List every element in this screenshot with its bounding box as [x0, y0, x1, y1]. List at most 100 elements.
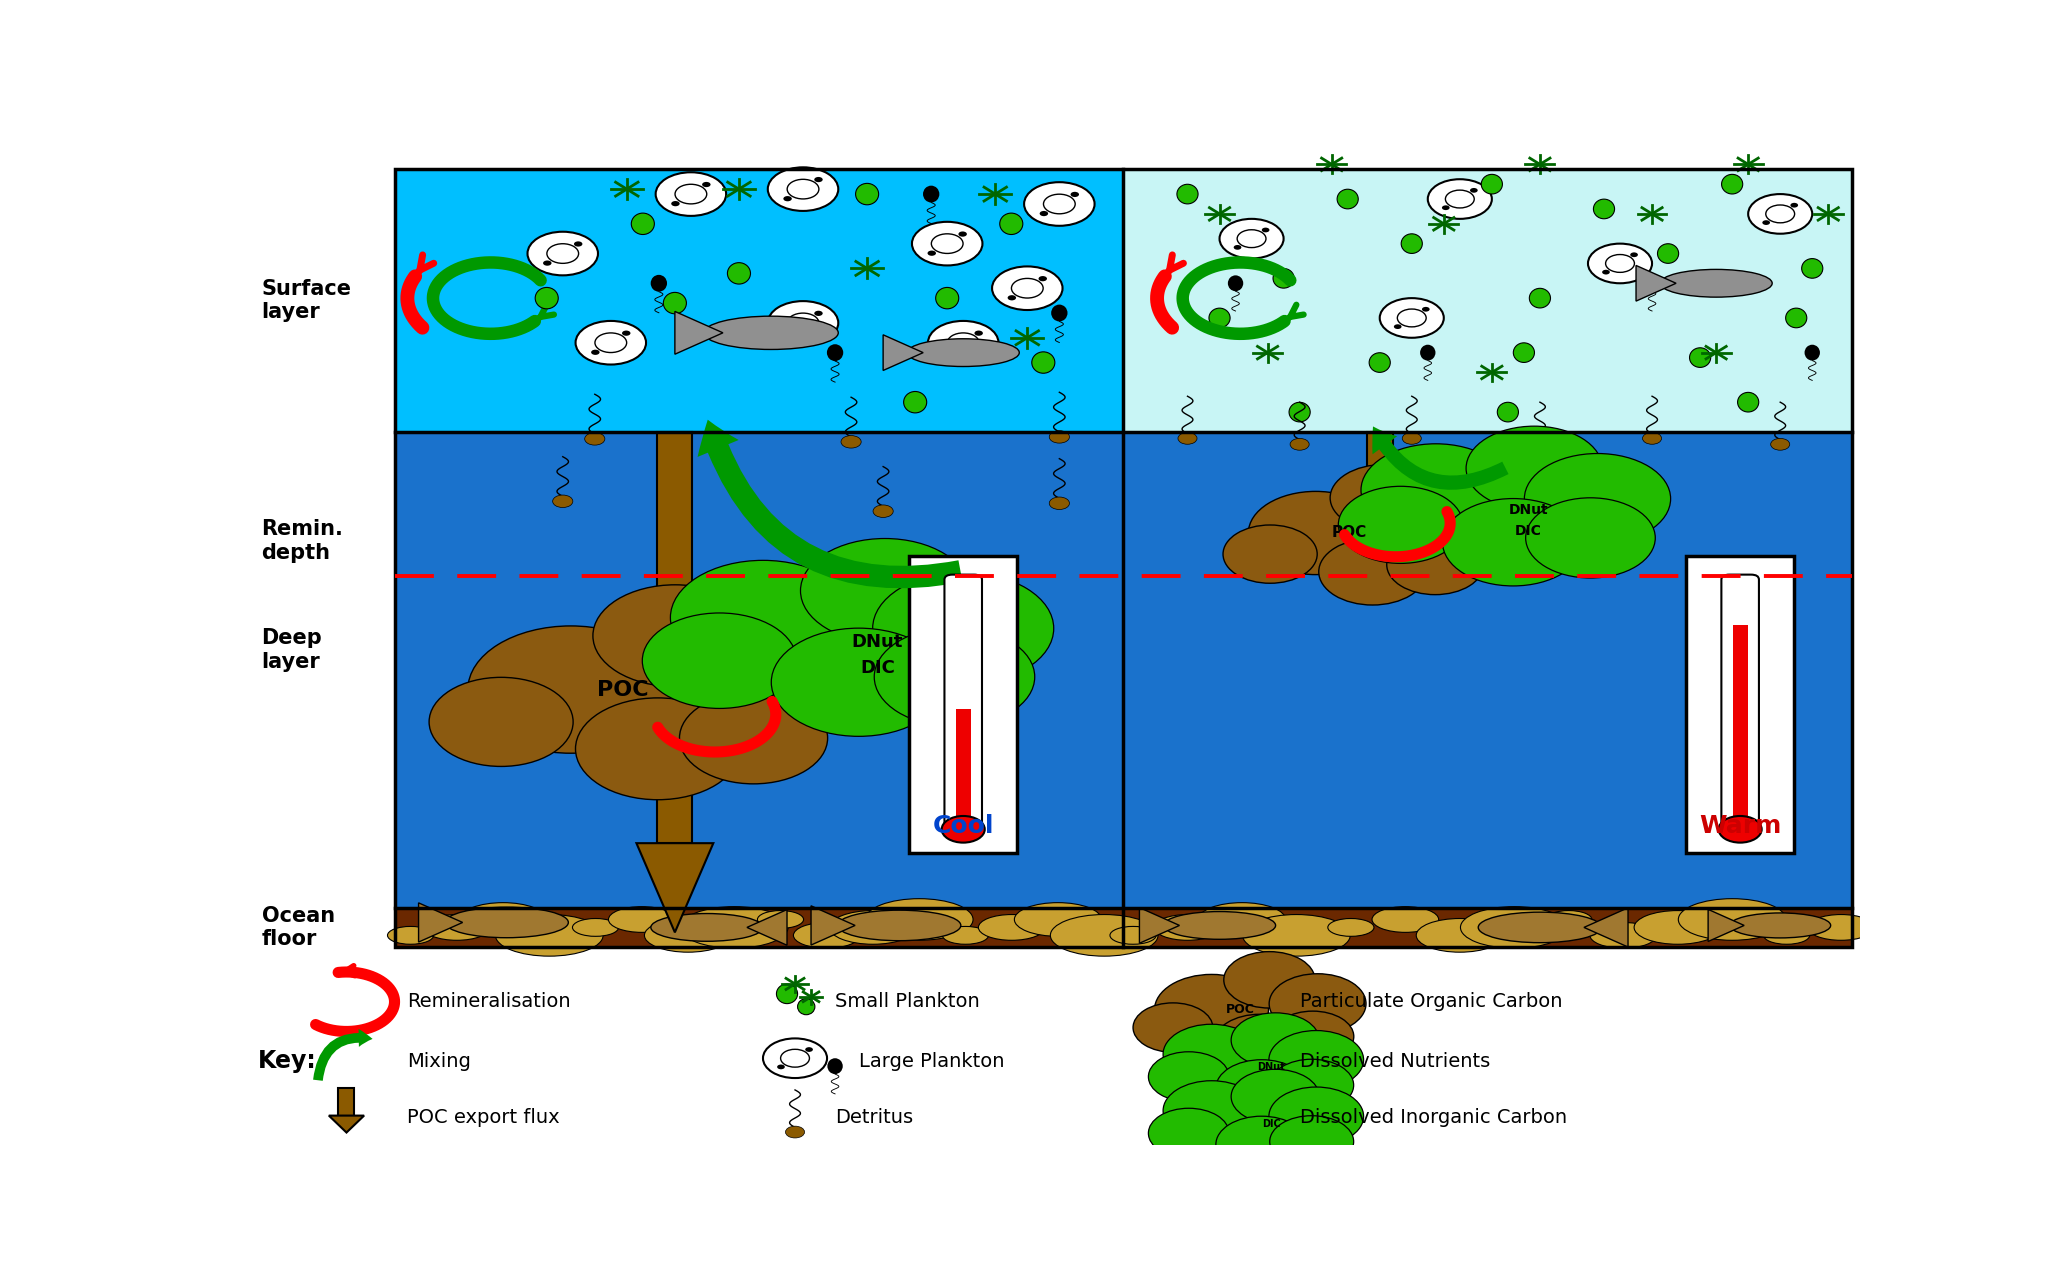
Circle shape	[1224, 951, 1315, 1008]
Circle shape	[1178, 432, 1197, 444]
Bar	[1732, 624, 1749, 829]
Ellipse shape	[866, 898, 974, 941]
Ellipse shape	[387, 927, 434, 945]
FancyBboxPatch shape	[395, 170, 1124, 432]
Ellipse shape	[1635, 911, 1722, 945]
Circle shape	[1790, 203, 1798, 207]
Polygon shape	[1352, 508, 1408, 556]
FancyArrowPatch shape	[697, 420, 963, 588]
Ellipse shape	[608, 906, 676, 932]
Text: POC: POC	[597, 680, 649, 700]
Circle shape	[912, 221, 982, 265]
Ellipse shape	[645, 919, 732, 952]
Circle shape	[1269, 1088, 1364, 1145]
Ellipse shape	[1337, 189, 1358, 208]
Ellipse shape	[1209, 308, 1230, 328]
Ellipse shape	[728, 263, 750, 284]
FancyBboxPatch shape	[1124, 170, 1852, 432]
Circle shape	[643, 613, 796, 708]
Ellipse shape	[1228, 275, 1242, 291]
Ellipse shape	[924, 185, 938, 202]
Ellipse shape	[1763, 927, 1811, 945]
Ellipse shape	[943, 927, 988, 945]
Ellipse shape	[1372, 906, 1439, 932]
Circle shape	[767, 301, 839, 345]
Circle shape	[593, 584, 757, 687]
Bar	[657, 432, 692, 843]
Polygon shape	[418, 903, 463, 942]
Circle shape	[1215, 1116, 1306, 1172]
Ellipse shape	[856, 183, 878, 205]
Text: Key:: Key:	[258, 1049, 316, 1073]
Circle shape	[1269, 1116, 1354, 1167]
Ellipse shape	[907, 338, 1019, 367]
Circle shape	[1023, 183, 1096, 225]
Ellipse shape	[1242, 915, 1350, 956]
Circle shape	[974, 331, 984, 336]
Ellipse shape	[936, 287, 959, 309]
Ellipse shape	[496, 915, 604, 956]
Circle shape	[1224, 525, 1317, 583]
Ellipse shape	[1416, 919, 1503, 952]
Ellipse shape	[1482, 174, 1503, 194]
Circle shape	[959, 232, 967, 237]
Ellipse shape	[1590, 923, 1656, 949]
Circle shape	[1763, 220, 1769, 225]
Ellipse shape	[1401, 234, 1422, 254]
Ellipse shape	[978, 915, 1046, 941]
Text: Particulate Organic Carbon: Particulate Organic Carbon	[1300, 992, 1563, 1012]
Circle shape	[777, 1064, 785, 1069]
Circle shape	[1401, 432, 1422, 444]
Circle shape	[703, 181, 711, 187]
Circle shape	[1248, 492, 1383, 574]
Ellipse shape	[903, 391, 926, 413]
Ellipse shape	[1164, 911, 1275, 940]
Polygon shape	[1583, 907, 1629, 947]
Circle shape	[1587, 243, 1652, 283]
Ellipse shape	[1658, 243, 1678, 264]
Circle shape	[1038, 275, 1048, 282]
FancyBboxPatch shape	[945, 574, 982, 834]
Ellipse shape	[1786, 308, 1807, 328]
Polygon shape	[637, 843, 713, 932]
Polygon shape	[1635, 265, 1676, 301]
Circle shape	[992, 266, 1062, 310]
Circle shape	[1149, 1051, 1230, 1102]
Ellipse shape	[1546, 911, 1592, 928]
Circle shape	[544, 260, 552, 265]
Circle shape	[1631, 252, 1637, 257]
Circle shape	[785, 1126, 804, 1138]
Circle shape	[1523, 453, 1670, 544]
Ellipse shape	[535, 287, 558, 309]
Ellipse shape	[1052, 305, 1067, 322]
Text: DIC: DIC	[860, 659, 895, 677]
Ellipse shape	[1809, 915, 1875, 941]
Circle shape	[680, 692, 827, 784]
Circle shape	[1428, 179, 1492, 219]
Circle shape	[552, 495, 573, 507]
Circle shape	[655, 172, 726, 216]
Ellipse shape	[1730, 912, 1831, 938]
Ellipse shape	[444, 907, 568, 938]
Bar	[339, 1088, 356, 1116]
FancyBboxPatch shape	[909, 556, 1017, 853]
Ellipse shape	[1176, 184, 1199, 203]
Circle shape	[1379, 299, 1443, 337]
Circle shape	[771, 628, 947, 736]
Polygon shape	[1707, 910, 1745, 942]
Circle shape	[783, 196, 792, 201]
FancyBboxPatch shape	[395, 432, 1852, 907]
Text: Dissolved Inorganic Carbon: Dissolved Inorganic Carbon	[1300, 1108, 1567, 1127]
Ellipse shape	[829, 911, 916, 945]
Circle shape	[585, 432, 606, 445]
Ellipse shape	[1050, 915, 1158, 956]
Circle shape	[928, 251, 936, 256]
Bar	[955, 709, 971, 829]
Ellipse shape	[777, 985, 798, 1004]
Circle shape	[1393, 324, 1401, 329]
Text: Cool: Cool	[932, 815, 994, 838]
Ellipse shape	[1153, 915, 1222, 941]
Polygon shape	[1139, 907, 1180, 943]
Circle shape	[1261, 228, 1269, 233]
Text: Large Plankton: Large Plankton	[860, 1051, 1005, 1071]
